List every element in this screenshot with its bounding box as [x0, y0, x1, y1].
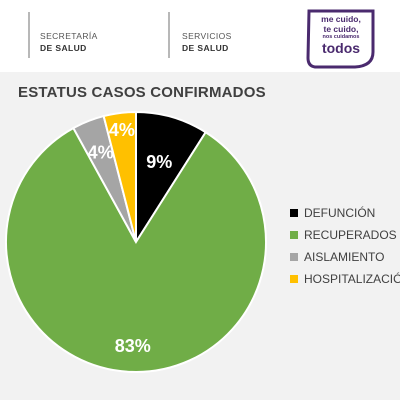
pie-slice-hospitalización	[102, 110, 137, 243]
legend-swatch	[290, 253, 298, 261]
header: SECRETARÍA DE SALUD SERVICIOS DE SALUD m…	[0, 0, 400, 72]
legend-label: DEFUNCIÓN	[304, 206, 376, 220]
pie-data-label: 4%	[88, 143, 114, 163]
badge-line2: te cuido,	[323, 24, 359, 34]
legend-swatch	[290, 231, 298, 239]
badge-line4: todos	[321, 40, 361, 56]
legend-item: HOSPITALIZACIÓN	[290, 272, 400, 294]
pie-data-label: 9%	[146, 152, 172, 172]
org-secretaria-logo: SECRETARÍA DE SALUD	[40, 30, 98, 54]
org-secretaria-line1: SECRETARÍA	[40, 31, 98, 41]
legend-item: AISLAMIENTO	[290, 250, 400, 272]
org-servicios-logo: SERVICIOS DE SALUD	[182, 30, 232, 54]
org-servicios-line1: SERVICIOS	[182, 31, 232, 41]
legend-label: AISLAMIENTO	[304, 250, 385, 264]
legend-swatch	[290, 275, 298, 283]
chart-title: ESTATUS CASOS CONFIRMADOS	[18, 84, 266, 101]
campaign-badge-shape	[306, 9, 375, 69]
legend-item: DEFUNCIÓN	[290, 206, 400, 228]
campaign-badge: me cuido, te cuido, nos cuidamos todos	[305, 8, 377, 70]
org-secretaria-line2: DE SALUD	[40, 43, 87, 53]
org-servicios-line2: DE SALUD	[182, 43, 229, 53]
pie-data-label: 4%	[109, 120, 135, 140]
pie-data-label: 83%	[115, 336, 151, 356]
pie-slice-recuperados	[5, 126, 267, 373]
chart-legend: DEFUNCIÓN RECUPERADOS AISLAMIENTO HOSPITALI…	[290, 206, 400, 294]
legend-item: RECUPERADOS	[290, 228, 400, 250]
legend-swatch	[290, 209, 298, 217]
legend-label: HOSPITALIZACIÓN	[304, 272, 400, 286]
campaign-badge-text: me cuido, te cuido, nos cuidamos todos	[305, 14, 377, 55]
badge-line1: me cuido,	[321, 14, 361, 24]
header-divider	[168, 12, 170, 58]
header-divider	[28, 12, 30, 58]
legend-label: RECUPERADOS	[304, 228, 397, 242]
badge-line3: nos cuidamos	[322, 34, 360, 40]
